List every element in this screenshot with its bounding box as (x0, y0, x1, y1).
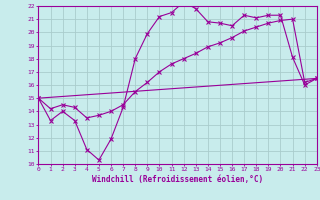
X-axis label: Windchill (Refroidissement éolien,°C): Windchill (Refroidissement éolien,°C) (92, 175, 263, 184)
